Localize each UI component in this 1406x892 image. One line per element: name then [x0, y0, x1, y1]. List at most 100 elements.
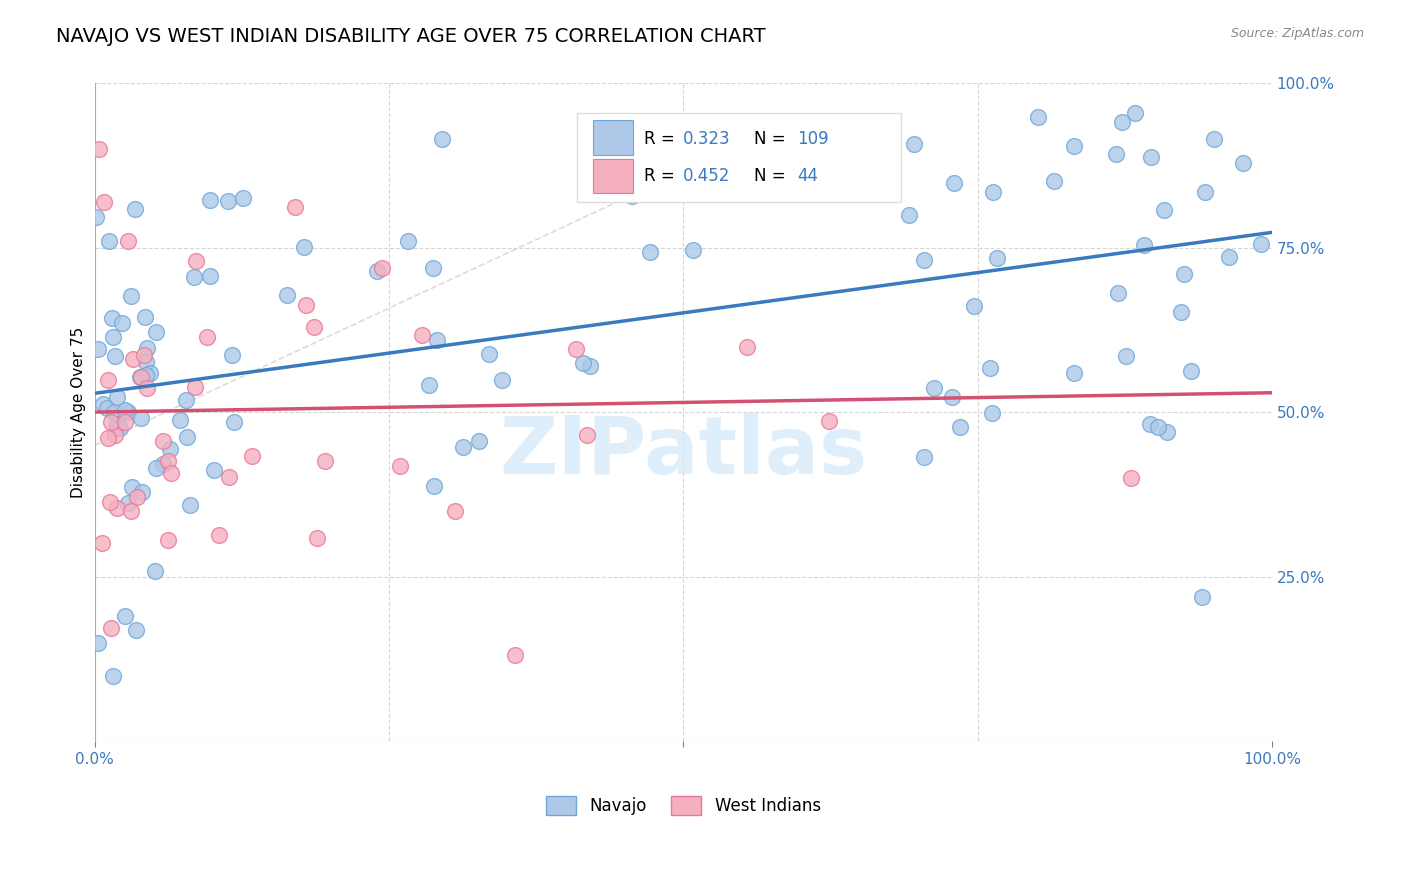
Point	[121, 351, 143, 366]
Point	[135, 368, 157, 382]
Point	[195, 330, 218, 344]
Point	[132, 348, 155, 362]
Text: N =: N =	[754, 129, 790, 147]
Point	[114, 403, 136, 417]
Point	[411, 327, 433, 342]
Point	[131, 484, 153, 499]
Point	[101, 329, 124, 343]
Point	[370, 260, 392, 275]
Point	[135, 381, 157, 395]
Point	[1232, 156, 1254, 170]
Point	[128, 369, 150, 384]
Point	[120, 503, 142, 517]
Point	[478, 347, 501, 361]
Point	[778, 153, 800, 168]
Point	[986, 251, 1008, 265]
Point	[159, 466, 181, 480]
Point	[97, 234, 120, 248]
Point	[1115, 349, 1137, 363]
Point	[104, 428, 127, 442]
Point	[1146, 63, 1168, 78]
Point	[1170, 304, 1192, 318]
Point	[184, 380, 207, 394]
Point	[295, 298, 318, 312]
Point	[157, 453, 180, 467]
Point	[198, 193, 221, 207]
Point	[897, 208, 920, 222]
Text: N =: N =	[754, 168, 790, 186]
Point	[302, 320, 325, 334]
Point	[176, 430, 198, 444]
Point	[418, 378, 440, 392]
Point	[145, 326, 167, 340]
Point	[942, 176, 965, 190]
Text: NAVAJO VS WEST INDIAN DISABILITY AGE OVER 75 CORRELATION CHART: NAVAJO VS WEST INDIAN DISABILITY AGE OVE…	[56, 27, 766, 45]
Point	[1218, 250, 1240, 264]
Point	[620, 189, 643, 203]
Point	[963, 299, 986, 313]
Point	[1063, 138, 1085, 153]
Point	[221, 348, 243, 362]
Point	[232, 191, 254, 205]
Point	[1139, 150, 1161, 164]
Point	[105, 420, 128, 434]
Point	[817, 414, 839, 428]
Point	[103, 405, 125, 419]
Point	[97, 431, 120, 445]
Point	[444, 504, 467, 518]
Point	[138, 366, 160, 380]
Text: R =: R =	[644, 168, 681, 186]
Point	[217, 194, 239, 208]
Point	[87, 142, 110, 156]
Text: 44: 44	[797, 168, 818, 186]
Point	[110, 421, 132, 435]
Text: R =: R =	[644, 129, 681, 147]
Point	[183, 269, 205, 284]
Point	[579, 359, 602, 374]
Point	[169, 413, 191, 427]
Point	[314, 454, 336, 468]
Point	[1180, 364, 1202, 378]
Point	[218, 470, 240, 484]
Point	[903, 136, 925, 151]
Point	[1063, 366, 1085, 380]
Point	[114, 608, 136, 623]
Point	[1250, 237, 1272, 252]
Point	[93, 397, 115, 411]
Point	[1107, 286, 1129, 301]
Point	[679, 161, 702, 176]
Point	[117, 496, 139, 510]
Text: 0.452: 0.452	[683, 168, 731, 186]
Point	[1043, 174, 1066, 188]
Point	[1111, 114, 1133, 128]
Point	[981, 406, 1004, 420]
Point	[1104, 147, 1126, 161]
Point	[131, 370, 153, 384]
Point	[1173, 267, 1195, 281]
Point	[912, 450, 935, 465]
Point	[564, 342, 586, 356]
Point	[129, 411, 152, 425]
Point	[240, 450, 263, 464]
Point	[143, 564, 166, 578]
Point	[104, 350, 127, 364]
Point	[125, 623, 148, 637]
FancyBboxPatch shape	[592, 120, 633, 154]
Point	[101, 668, 124, 682]
Point	[1123, 106, 1146, 120]
Point	[145, 460, 167, 475]
Point	[93, 194, 115, 209]
Point	[1119, 471, 1142, 485]
Point	[388, 458, 411, 473]
Point	[198, 268, 221, 283]
Legend: Navajo, West Indians: Navajo, West Indians	[538, 789, 828, 822]
Point	[159, 442, 181, 456]
Point	[638, 244, 661, 259]
Text: 0.323: 0.323	[683, 129, 731, 147]
Point	[292, 240, 315, 254]
Point	[1026, 110, 1049, 124]
Point	[682, 244, 704, 258]
Point	[87, 342, 110, 356]
Point	[120, 288, 142, 302]
Point	[922, 381, 945, 395]
